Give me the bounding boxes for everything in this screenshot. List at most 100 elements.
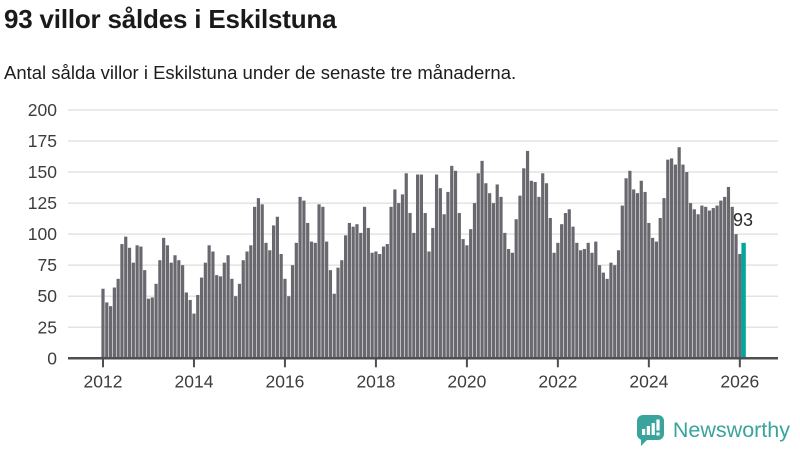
bar bbox=[525, 150, 530, 359]
bar bbox=[222, 262, 226, 359]
bar bbox=[374, 251, 378, 359]
bar bbox=[541, 173, 545, 359]
y-tick-label: 25 bbox=[38, 317, 57, 337]
bar bbox=[192, 313, 196, 359]
bar bbox=[431, 227, 435, 359]
y-tick-label: 150 bbox=[28, 162, 57, 182]
bar bbox=[658, 217, 662, 359]
bar bbox=[506, 249, 511, 359]
bar bbox=[287, 296, 291, 359]
newsworthy-bubble-chart-icon bbox=[636, 414, 664, 446]
bar bbox=[184, 292, 188, 359]
bar bbox=[692, 209, 696, 359]
bar bbox=[567, 209, 571, 359]
bar bbox=[101, 288, 105, 359]
bar bbox=[162, 237, 166, 359]
bar bbox=[510, 252, 514, 359]
bar bbox=[294, 242, 298, 359]
bar bbox=[355, 224, 359, 359]
bar bbox=[438, 188, 442, 359]
bar bbox=[340, 260, 344, 359]
bar bbox=[503, 232, 507, 359]
bar bbox=[711, 208, 715, 359]
y-tick-label: 200 bbox=[28, 100, 57, 120]
bar bbox=[579, 250, 583, 359]
bar bbox=[158, 260, 162, 359]
x-tick-label: 2014 bbox=[175, 371, 214, 391]
bar bbox=[336, 267, 340, 359]
bar bbox=[105, 302, 109, 359]
bar bbox=[616, 250, 621, 359]
bar bbox=[647, 222, 651, 359]
bar bbox=[484, 183, 488, 359]
bar bbox=[491, 203, 496, 359]
bar bbox=[666, 159, 670, 359]
bar bbox=[529, 180, 533, 359]
bar bbox=[328, 270, 333, 359]
bar bbox=[719, 200, 723, 359]
bar bbox=[560, 224, 564, 359]
bar bbox=[211, 251, 215, 359]
bar bbox=[548, 217, 552, 359]
bar bbox=[586, 242, 590, 359]
bar bbox=[730, 206, 734, 359]
bar bbox=[594, 241, 598, 359]
x-tick-label: 2024 bbox=[629, 371, 668, 391]
bar bbox=[321, 206, 325, 359]
bar bbox=[173, 255, 177, 359]
bar bbox=[381, 246, 386, 359]
bar bbox=[309, 241, 314, 359]
bar bbox=[408, 213, 412, 359]
bar bbox=[620, 205, 624, 359]
y-tick-label: 100 bbox=[28, 224, 57, 244]
bar bbox=[582, 249, 587, 359]
bar bbox=[241, 260, 245, 359]
bar bbox=[203, 262, 207, 359]
bar bbox=[400, 194, 405, 359]
bar bbox=[723, 196, 727, 359]
bar bbox=[450, 165, 454, 359]
bar bbox=[215, 275, 219, 359]
bar bbox=[457, 213, 461, 359]
bar bbox=[370, 252, 374, 359]
bar bbox=[279, 254, 283, 359]
bar bbox=[601, 272, 605, 359]
bar bbox=[313, 242, 317, 359]
bar bbox=[264, 242, 268, 359]
bar bbox=[472, 203, 477, 359]
bar bbox=[673, 164, 677, 359]
bar bbox=[230, 278, 234, 359]
page-title: 93 villor såldes i Eskilstuna bbox=[4, 4, 337, 34]
bar bbox=[351, 226, 355, 359]
bar bbox=[385, 244, 389, 359]
bar bbox=[359, 232, 363, 359]
bar bbox=[146, 298, 151, 359]
x-tick-label: 2018 bbox=[356, 371, 395, 391]
bar bbox=[108, 306, 113, 359]
bar bbox=[150, 297, 154, 359]
bar bbox=[662, 198, 666, 359]
bar bbox=[669, 158, 674, 359]
y-tick-label: 75 bbox=[38, 255, 57, 275]
bar bbox=[556, 242, 560, 359]
bar-chart: 0 25 50 75 100 125 150 175 200 2012 2014 2016 2018 20… bbox=[0, 95, 800, 405]
bar bbox=[256, 198, 261, 359]
bar bbox=[317, 204, 321, 359]
bar bbox=[624, 178, 628, 359]
x-tick-label: 2022 bbox=[538, 371, 577, 391]
bar bbox=[143, 270, 147, 359]
bar bbox=[544, 183, 549, 359]
bar bbox=[537, 196, 541, 359]
y-tick-label: 0 bbox=[47, 348, 57, 368]
bar bbox=[218, 276, 223, 359]
bar bbox=[169, 262, 173, 359]
bar bbox=[188, 299, 192, 359]
bar bbox=[116, 278, 120, 359]
bar bbox=[575, 242, 579, 359]
bar bbox=[461, 239, 465, 359]
bar bbox=[533, 181, 537, 359]
x-tick-label: 2020 bbox=[447, 371, 486, 391]
bar bbox=[306, 222, 310, 359]
y-tick-label: 175 bbox=[28, 131, 57, 151]
bar bbox=[302, 200, 306, 359]
